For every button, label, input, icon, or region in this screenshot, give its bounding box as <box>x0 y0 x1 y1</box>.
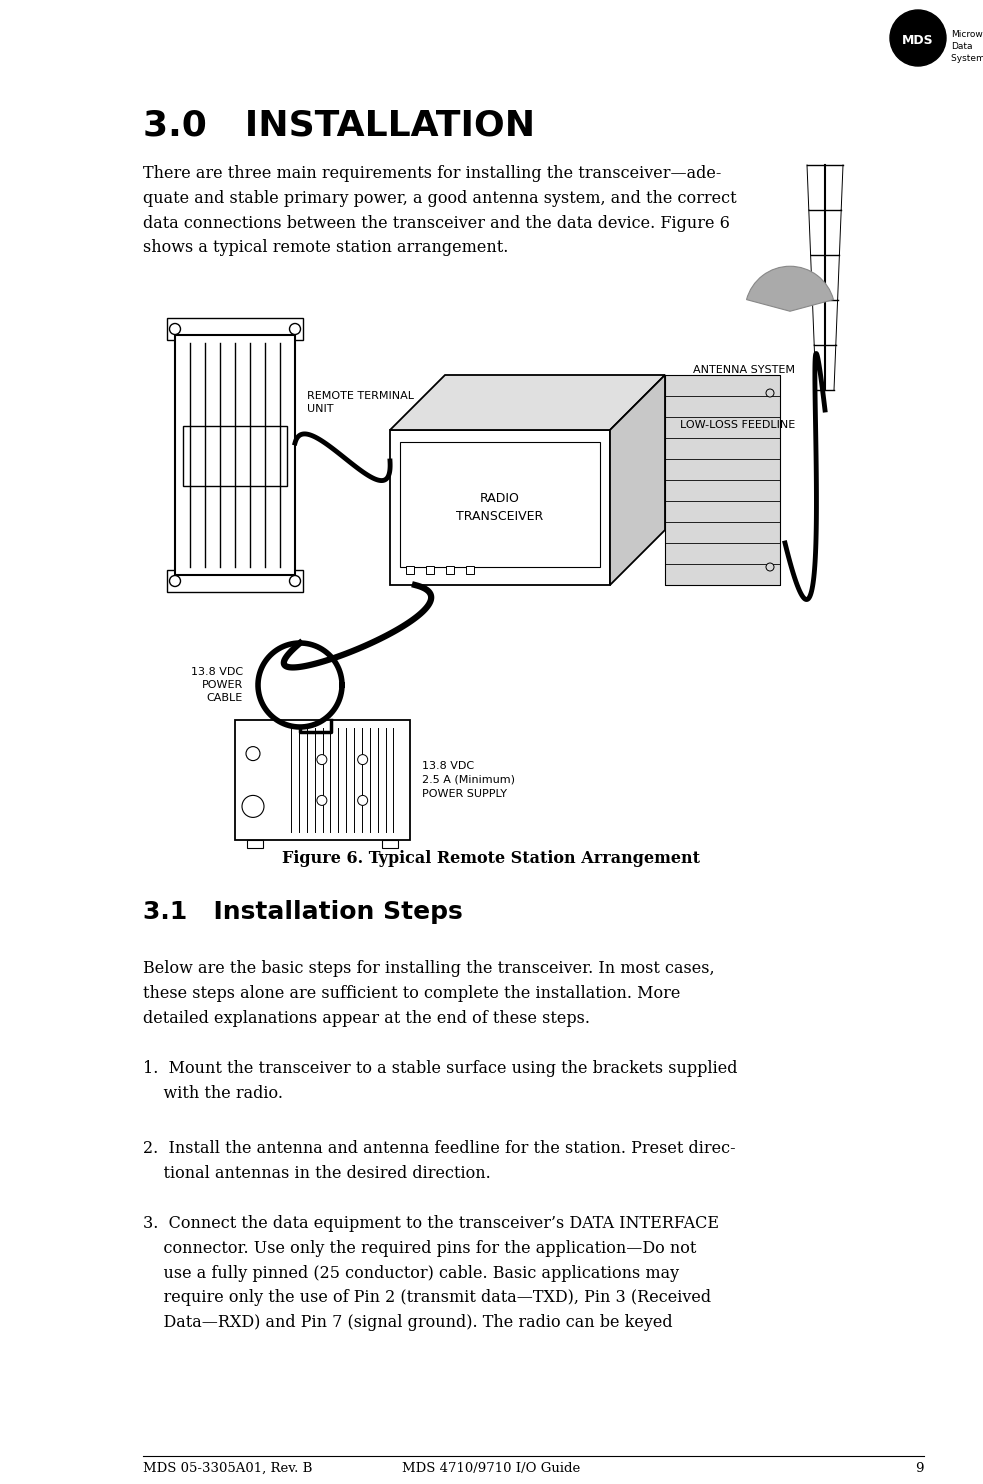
Circle shape <box>317 754 327 764</box>
Text: REMOTE TERMINAL
UNIT: REMOTE TERMINAL UNIT <box>307 390 414 414</box>
Wedge shape <box>746 266 834 312</box>
Text: 3.  Connect the data equipment to the transceiver’s DATA INTERFACE
    connector: 3. Connect the data equipment to the tra… <box>143 1215 719 1331</box>
FancyBboxPatch shape <box>235 720 410 840</box>
Circle shape <box>358 795 368 806</box>
FancyBboxPatch shape <box>183 426 287 487</box>
FancyBboxPatch shape <box>247 840 263 847</box>
Text: MDS: MDS <box>902 34 934 46</box>
FancyBboxPatch shape <box>406 565 414 574</box>
Circle shape <box>246 746 260 761</box>
Text: 1.  Mount the transceiver to a stable surface using the brackets supplied
    wi: 1. Mount the transceiver to a stable sur… <box>143 1060 737 1101</box>
Text: 3.0   INSTALLATION: 3.0 INSTALLATION <box>143 108 535 142</box>
Text: LOW-LOSS FEEDLINE: LOW-LOSS FEEDLINE <box>680 420 795 430</box>
FancyBboxPatch shape <box>167 570 303 592</box>
Circle shape <box>766 389 774 398</box>
Circle shape <box>169 576 181 586</box>
Text: 9: 9 <box>915 1462 924 1475</box>
Text: 2.  Install the antenna and antenna feedline for the station. Preset direc-
    : 2. Install the antenna and antenna feedl… <box>143 1140 735 1181</box>
FancyBboxPatch shape <box>466 565 474 574</box>
Text: RADIO
TRANSCEIVER: RADIO TRANSCEIVER <box>456 493 544 522</box>
Text: Below are the basic steps for installing the transceiver. In most cases,
these s: Below are the basic steps for installing… <box>143 960 715 1027</box>
FancyBboxPatch shape <box>382 840 398 847</box>
Polygon shape <box>390 375 665 430</box>
Circle shape <box>169 324 181 334</box>
Text: 13.8 VDC
POWER
CABLE: 13.8 VDC POWER CABLE <box>191 666 243 703</box>
Text: MDS 05-3305A01, Rev. B: MDS 05-3305A01, Rev. B <box>143 1462 312 1475</box>
Polygon shape <box>665 375 780 585</box>
Text: 13.8 VDC
2.5 A (Minimum)
POWER SUPPLY: 13.8 VDC 2.5 A (Minimum) POWER SUPPLY <box>422 761 515 798</box>
Text: MDS 4710/9710 I/O Guide: MDS 4710/9710 I/O Guide <box>402 1462 581 1475</box>
Text: ANTENNA SYSTEM: ANTENNA SYSTEM <box>693 365 795 375</box>
Text: Microwave
Data
Systems Inc.: Microwave Data Systems Inc. <box>951 30 983 62</box>
FancyBboxPatch shape <box>426 565 434 574</box>
Circle shape <box>358 754 368 764</box>
FancyBboxPatch shape <box>446 565 454 574</box>
Text: There are three main requirements for installing the transceiver—ade-
quate and : There are three main requirements for in… <box>143 165 736 257</box>
Circle shape <box>290 324 301 334</box>
Text: 3.1   Installation Steps: 3.1 Installation Steps <box>143 899 462 925</box>
Circle shape <box>890 10 946 65</box>
Circle shape <box>317 795 327 806</box>
Circle shape <box>290 576 301 586</box>
FancyBboxPatch shape <box>175 335 295 574</box>
FancyBboxPatch shape <box>400 442 600 567</box>
Circle shape <box>766 562 774 571</box>
Polygon shape <box>610 375 665 585</box>
Text: Figure 6. Typical Remote Station Arrangement: Figure 6. Typical Remote Station Arrange… <box>282 850 701 867</box>
FancyBboxPatch shape <box>390 430 610 585</box>
Circle shape <box>242 795 264 818</box>
FancyBboxPatch shape <box>167 318 303 340</box>
